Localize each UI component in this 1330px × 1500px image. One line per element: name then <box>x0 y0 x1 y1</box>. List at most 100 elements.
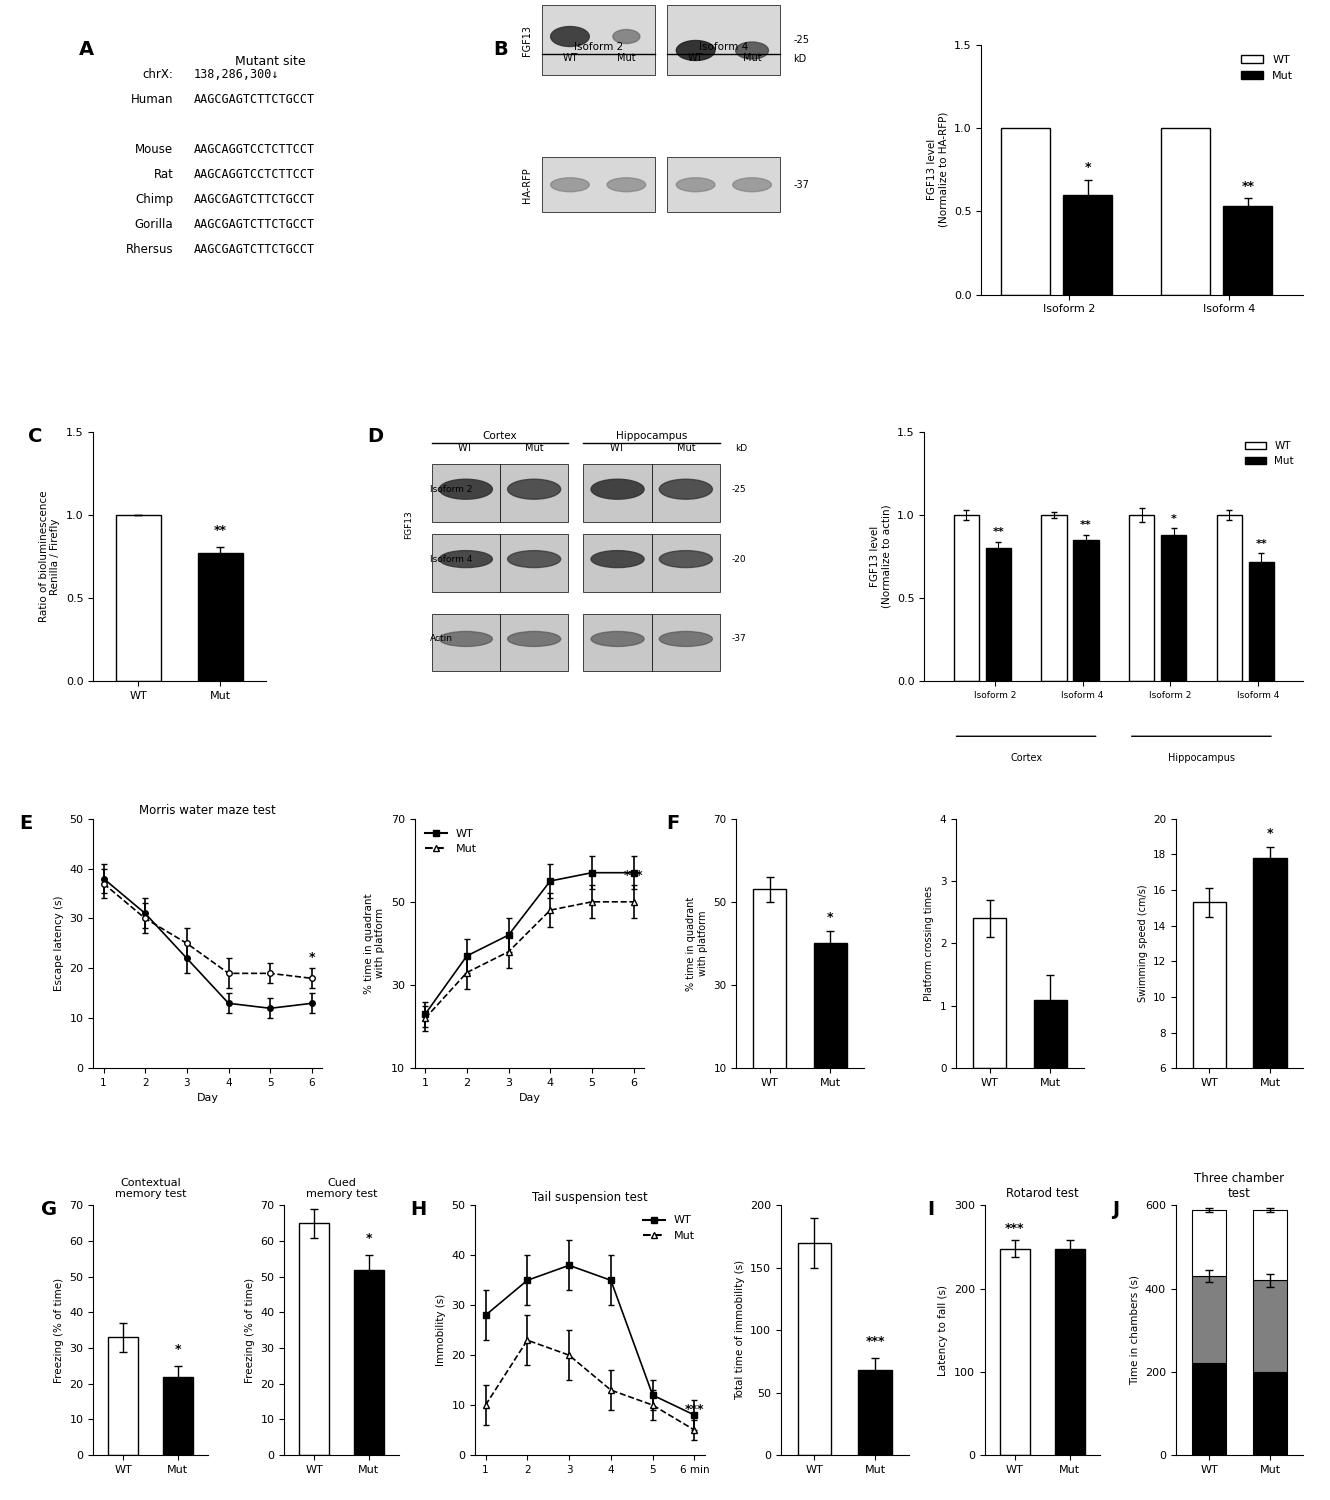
Bar <box>1129 514 1154 681</box>
Text: HA-RFP: HA-RFP <box>523 166 532 202</box>
Text: ***: *** <box>866 1335 884 1347</box>
Text: chrX:: chrX: <box>142 69 173 81</box>
Bar <box>1193 1276 1226 1364</box>
Text: D: D <box>367 427 383 445</box>
Bar <box>500 534 568 591</box>
Bar <box>1064 195 1112 294</box>
Bar <box>668 4 781 75</box>
Legend: WT, Mut: WT, Mut <box>420 824 481 858</box>
Bar <box>798 1244 831 1455</box>
Bar <box>1193 1209 1226 1276</box>
Text: *: * <box>309 951 315 964</box>
Y-axis label: Swimming speed (cm/s): Swimming speed (cm/s) <box>1137 885 1148 1002</box>
Text: Isoform 4: Isoform 4 <box>700 42 749 52</box>
Text: **: ** <box>1256 538 1267 549</box>
Text: Rhersus: Rhersus <box>125 243 173 256</box>
Bar <box>1055 1248 1084 1455</box>
Bar <box>1253 1372 1286 1455</box>
Y-axis label: Freezing (% of time): Freezing (% of time) <box>53 1278 64 1383</box>
Text: H: H <box>411 1200 427 1219</box>
Ellipse shape <box>733 178 771 192</box>
Title: Contextual
memory test: Contextual memory test <box>114 1178 186 1198</box>
Text: kD: kD <box>735 444 747 453</box>
Bar <box>1224 207 1273 294</box>
Text: **: ** <box>1241 180 1254 192</box>
Text: Cortex: Cortex <box>483 432 517 441</box>
Y-axis label: Immobility (s): Immobility (s) <box>436 1294 446 1366</box>
Bar <box>652 614 720 672</box>
Bar <box>432 465 500 522</box>
Y-axis label: Latency to fall (s): Latency to fall (s) <box>939 1284 948 1376</box>
Text: Mut: Mut <box>617 53 636 63</box>
Text: ***: *** <box>624 868 644 882</box>
Text: -37: -37 <box>793 180 809 190</box>
Bar <box>1193 1364 1226 1455</box>
Text: Isoform 2: Isoform 2 <box>573 42 622 52</box>
Text: J: J <box>1112 1200 1119 1219</box>
Text: **: ** <box>992 526 1004 537</box>
Text: *: * <box>174 1342 181 1356</box>
Text: Mut: Mut <box>677 442 696 453</box>
Text: WT: WT <box>688 53 704 63</box>
Bar <box>1001 128 1049 294</box>
Text: WT: WT <box>610 442 625 453</box>
Title: Cued
memory test: Cued memory test <box>306 1178 378 1198</box>
Bar <box>1000 1248 1029 1455</box>
Ellipse shape <box>439 550 492 567</box>
Text: *: * <box>1084 162 1091 174</box>
Text: I: I <box>927 1200 935 1219</box>
Text: Mouse: Mouse <box>136 144 173 156</box>
Text: ***: *** <box>1005 1222 1024 1234</box>
Title: Morris water maze test: Morris water maze test <box>140 804 277 818</box>
Bar <box>541 158 654 212</box>
Ellipse shape <box>591 478 644 500</box>
Bar <box>986 549 1011 681</box>
Text: Mut: Mut <box>525 442 544 453</box>
Text: -25: -25 <box>793 34 809 45</box>
Bar <box>1041 514 1067 681</box>
Text: AAGCGAGTCTTCTGCCT: AAGCGAGTCTTCTGCCT <box>193 194 314 206</box>
Ellipse shape <box>677 178 716 192</box>
Ellipse shape <box>660 632 713 646</box>
Ellipse shape <box>735 42 769 58</box>
Text: G: G <box>41 1200 57 1219</box>
X-axis label: Day: Day <box>519 1094 540 1104</box>
Ellipse shape <box>606 178 645 192</box>
Bar <box>432 534 500 591</box>
Text: Isoform 2: Isoform 2 <box>430 484 472 494</box>
Text: FGF13: FGF13 <box>404 510 414 538</box>
Bar <box>814 944 847 1110</box>
Text: -25: -25 <box>732 484 746 494</box>
Text: FGF13: FGF13 <box>523 24 532 56</box>
Text: B: B <box>493 40 508 58</box>
Text: -37: -37 <box>732 634 746 644</box>
Bar <box>1193 903 1226 1174</box>
Text: Isoform 4: Isoform 4 <box>430 555 472 564</box>
Title: Tail suspension test: Tail suspension test <box>532 1191 648 1204</box>
Y-axis label: FGF13 level
(Normalize to HA-RFP): FGF13 level (Normalize to HA-RFP) <box>927 112 948 228</box>
Y-axis label: Ratio of bioluminescence
Renilla / Firefly: Ratio of bioluminescence Renilla / Firef… <box>39 490 60 622</box>
Text: F: F <box>666 813 680 832</box>
Text: Gorilla: Gorilla <box>134 217 173 231</box>
Bar <box>1249 561 1274 681</box>
Text: AAGCGAGTCTTCTGCCT: AAGCGAGTCTTCTGCCT <box>193 93 314 106</box>
Bar <box>299 1224 330 1455</box>
Legend: WT, Mut: WT, Mut <box>638 1210 700 1245</box>
Bar <box>584 465 652 522</box>
Bar <box>1161 128 1210 294</box>
Text: Rat: Rat <box>153 168 173 182</box>
Bar <box>668 158 781 212</box>
Y-axis label: Escape latency (s): Escape latency (s) <box>53 896 64 992</box>
Bar <box>1033 999 1067 1068</box>
Y-axis label: Time in chambers (s): Time in chambers (s) <box>1129 1275 1140 1384</box>
Text: Cortex: Cortex <box>1009 753 1043 764</box>
Text: A: A <box>78 40 94 58</box>
Legend: WT, Mut: WT, Mut <box>1241 436 1298 471</box>
Bar <box>541 4 654 75</box>
Text: AAGCGAGTCTTCTGCCT: AAGCGAGTCTTCTGCCT <box>193 217 314 231</box>
Text: *: * <box>827 910 834 924</box>
Text: *: * <box>1266 827 1273 840</box>
Bar <box>108 1338 138 1455</box>
Text: Hippocampus: Hippocampus <box>1168 753 1236 764</box>
Ellipse shape <box>508 550 561 567</box>
